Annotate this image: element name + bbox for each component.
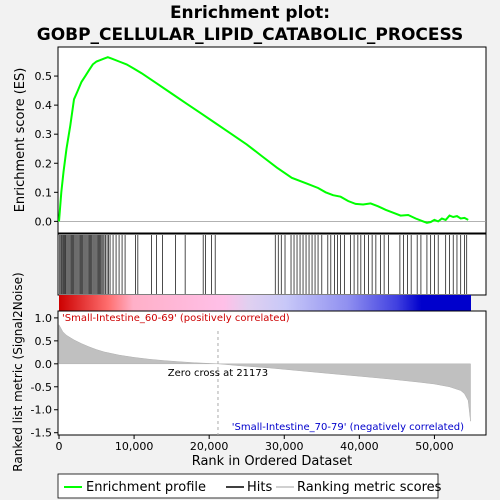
es-y-ticks: 0.0 0.1 0.2 0.3 0.4 0.5 (35, 70, 58, 228)
es-y-tick-label: 0.0 (35, 215, 53, 228)
es-y-tick-label: 0.3 (35, 128, 53, 141)
metric-y-tick-label: -1.5 (31, 427, 52, 440)
x-tick-label: 0 (56, 440, 63, 453)
positive-correlation-label: 'Small-Intestine_60-69' (positively corr… (62, 313, 290, 324)
metric-y-ticks: -1.5 -1.0 -0.5 0.0 0.5 1.0 (31, 312, 58, 440)
metric-y-tick-label: -1.0 (31, 404, 52, 417)
metric-y-tick-label: -0.5 (31, 381, 52, 394)
metric-panel: -1.5 -1.0 -0.5 0.0 0.5 1.0 Zero cross at 2117… (11, 272, 487, 472)
ranking-metric-area (58, 324, 471, 422)
metric-y-tick-label: 0.5 (35, 335, 53, 348)
x-tick-label: 10,000 (115, 440, 154, 453)
metric-y-tick-label: 1.0 (35, 312, 53, 325)
es-y-tick-label: 0.2 (35, 157, 53, 170)
enrichment-profile-line (58, 56, 469, 224)
legend-box (57, 473, 439, 499)
es-y-tick-label: 0.1 (35, 186, 53, 199)
es-y-axis-label: Enrichment score (ES) (13, 68, 28, 213)
legend: Enrichment profile Hits Ranking metric s… (57, 473, 442, 499)
x-tick-label: 30,000 (265, 440, 304, 453)
x-axis-label: Rank in Ordered Dataset (192, 454, 353, 469)
chart-title-line1: Enrichment plot: (170, 3, 330, 23)
es-y-tick-label: 0.5 (35, 70, 53, 83)
negative-correlation-label: 'Small-Intestine_70-79' (negatively corr… (232, 422, 464, 433)
chart-title-line2: GOBP_CELLULAR_LIPID_CATABOLIC_PROCESS (37, 25, 464, 45)
zero-cross-label: Zero cross at 21173 (168, 368, 268, 379)
hits-plot-area (57, 233, 487, 296)
hits-panel (57, 233, 487, 296)
legend-profile-label: Enrichment profile (86, 480, 206, 495)
es-panel: 0.0 0.1 0.2 0.3 0.4 0.5 Enrichment score (ES) (13, 46, 487, 234)
x-tick-label: 50,000 (415, 440, 454, 453)
metric-y-axis-label: Ranked list metric (Signal2Noise) (11, 272, 25, 471)
hit-markers (59, 235, 468, 294)
legend-metric-label: Ranking metric scores (297, 480, 442, 495)
rank-gradient-bar (59, 295, 471, 311)
x-axis-ticks: 0 10,000 20,000 30,000 40,000 50,000 (56, 435, 454, 453)
legend-hits-label: Hits (247, 480, 272, 495)
x-tick-label: 40,000 (340, 440, 379, 453)
rank-color-band (59, 295, 471, 311)
es-plot-area (57, 46, 487, 234)
x-tick-label: 20,000 (190, 440, 229, 453)
metric-y-tick-label: 0.0 (35, 358, 53, 371)
es-y-tick-label: 0.4 (35, 99, 53, 112)
